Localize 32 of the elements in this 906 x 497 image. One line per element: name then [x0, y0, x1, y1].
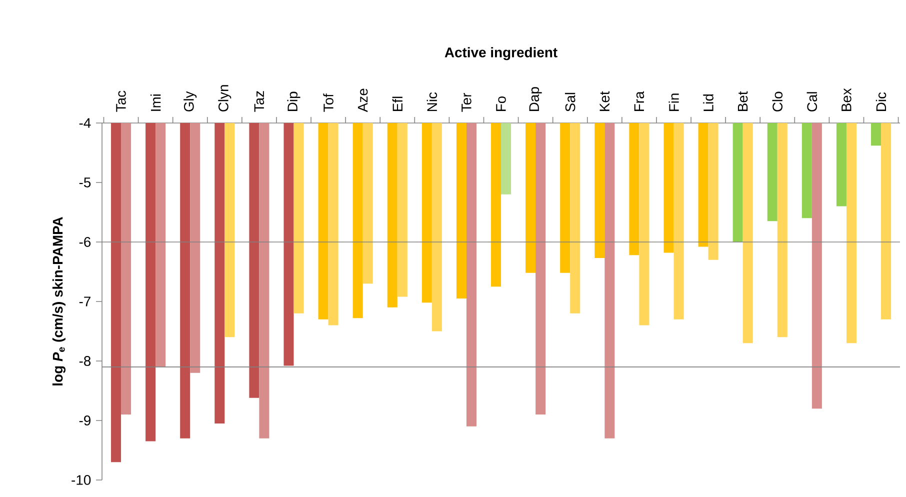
x-tick-label: Nic: [426, 92, 438, 111]
y-tick-label: -8: [79, 356, 91, 366]
x-tick-label: Dap: [529, 87, 542, 111]
x-tick-label: Ket: [600, 91, 610, 111]
x-tick-label: Gly: [184, 91, 197, 112]
y-tick-label: -4: [79, 118, 91, 128]
y-tick-label: -5: [79, 178, 91, 188]
x-tick-label: Efl: [392, 96, 402, 111]
x-tick-label: Fra: [634, 91, 644, 111]
x-tick-label: Fin: [668, 94, 679, 111]
x-tick-label: Bet: [738, 91, 748, 111]
x-tick-label: Sal: [564, 92, 576, 112]
x-tick-label: Clo: [772, 92, 783, 112]
x-tick-label: Dip: [287, 92, 300, 111]
y-axis-title: log P$_{e}$ (cm/s) skin-PAMPA: [52, 216, 66, 386]
chart-title: Active ingredient: [444, 47, 558, 60]
x-tick-label: Tac: [116, 90, 126, 112]
x-tick-label: Fo: [496, 96, 506, 111]
y-tick-label: -10: [72, 475, 91, 485]
x-tick-label: Dic: [876, 92, 886, 111]
x-tick-label: Tof: [323, 94, 334, 112]
y-tick-label: -6: [79, 237, 91, 247]
x-tick-label: Imi: [150, 94, 161, 111]
x-tick-label: Bex: [842, 88, 852, 111]
x-tick-label: Cal: [806, 92, 818, 112]
y-tick-label: -7: [79, 296, 90, 306]
y-tick-label: -9: [79, 416, 90, 426]
x-tick-label: Taz: [254, 91, 264, 112]
x-tick-label: Aze: [358, 88, 368, 112]
x-tick-label: Lid: [703, 94, 714, 111]
x-tick-label: Clyn: [218, 85, 232, 112]
x-tick-label: Ter: [462, 92, 472, 112]
